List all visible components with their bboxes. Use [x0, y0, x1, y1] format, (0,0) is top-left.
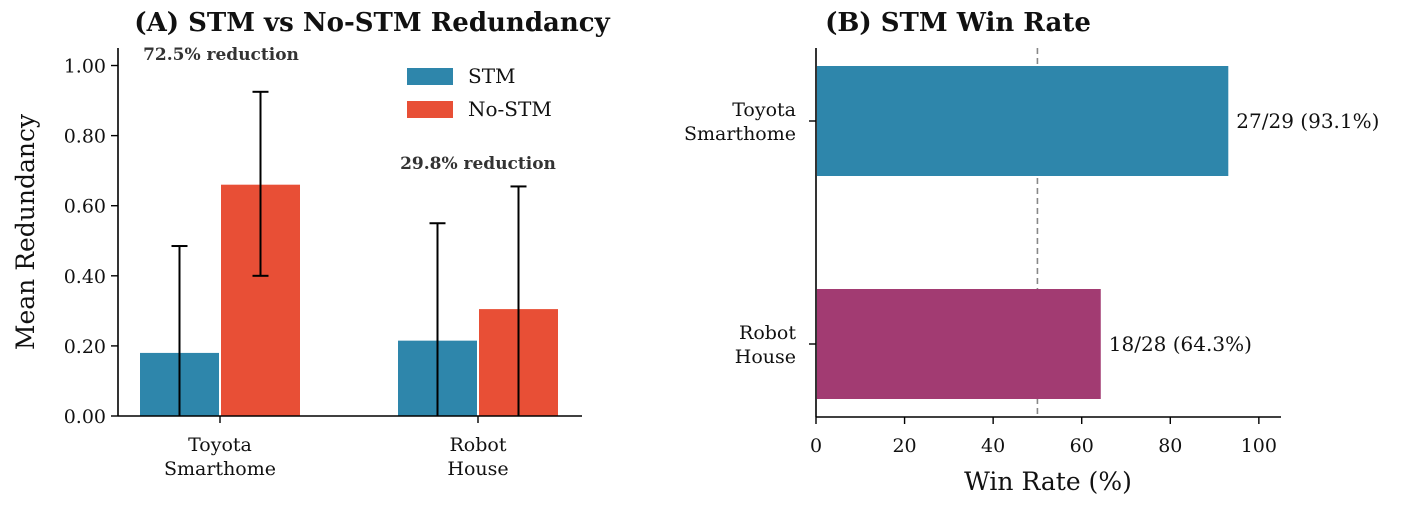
y-tick-label: Smarthome [684, 123, 796, 145]
x-tick-label: 0 [810, 435, 822, 457]
win-rate-bar-0 [817, 66, 1229, 176]
x-tick-label: 100 [1241, 435, 1277, 457]
y-tick-label: House [735, 346, 796, 368]
x-tick-label: Robot [450, 434, 507, 456]
x-tick-label: Toyota [188, 434, 252, 456]
panel-a-axes [117, 48, 582, 417]
panel-a: (A) STM vs No-STM Redundancy Mean Redund… [11, 8, 611, 480]
x-tick-label: 80 [1158, 435, 1182, 457]
x-tick-label: 40 [981, 435, 1005, 457]
y-tick-label: Robot [739, 322, 796, 344]
panel-b-axes [815, 48, 1281, 418]
panel-a-ylabel: Mean Redundancy [11, 113, 40, 350]
y-tick-label: Toyota [732, 99, 796, 121]
y-tick-label: 0.20 [64, 336, 106, 358]
x-tick-label: 60 [1070, 435, 1094, 457]
panel-a-title: (A) STM vs No-STM Redundancy [134, 8, 610, 38]
legend-label-stm: STM [468, 64, 516, 88]
win-rate-bar-1 [817, 289, 1101, 399]
panel-a-error-bars [171, 90, 527, 416]
legend-label-no-stm: No-STM [468, 97, 552, 121]
panel-b-bars [817, 66, 1229, 399]
panel-b-xlabel: Win Rate (%) [964, 467, 1132, 496]
x-tick-label: Smarthome [164, 458, 276, 480]
panel-b-bar-labels: 27/29 (93.1%) 18/28 (64.3%) [1109, 109, 1380, 356]
x-tick-label: 20 [892, 435, 916, 457]
x-tick-label: House [447, 458, 508, 480]
panel-a-annotations: 72.5% reduction 29.8% reduction [143, 45, 556, 174]
error-bar-stm-0 [171, 245, 188, 416]
panel-a-y-ticks: 0.00 0.20 0.40 0.60 0.80 1.00 [64, 56, 118, 428]
panel-b: (B) STM Win Rate Win Rate (%) 0 20 40 60 80 1… [684, 8, 1379, 496]
reduction-annotation: 72.5% reduction [143, 45, 299, 65]
reduction-annotation: 29.8% reduction [400, 154, 556, 174]
y-tick-label: 0.60 [64, 196, 106, 218]
y-tick-label: 0.40 [64, 266, 106, 288]
legend-swatch-stm [407, 68, 453, 85]
panel-a-legend: STM No-STM [407, 64, 552, 121]
error-bar-no-stm-0 [252, 90, 269, 277]
win-rate-label-1: 18/28 (64.3%) [1109, 332, 1252, 356]
y-tick-label: 0.80 [64, 126, 106, 148]
panel-b-title: (B) STM Win Rate [825, 8, 1091, 38]
y-tick-label: 0.00 [64, 406, 106, 428]
error-bar-no-stm-1 [510, 185, 527, 416]
error-bar-stm-1 [429, 222, 446, 416]
win-rate-label-0: 27/29 (93.1%) [1236, 109, 1379, 133]
panel-b-x-ticks: 0 20 40 60 80 100 [810, 417, 1277, 457]
legend-swatch-no-stm [407, 101, 453, 118]
panel-a-bars [140, 184, 558, 416]
y-tick-label: 1.00 [64, 56, 106, 78]
